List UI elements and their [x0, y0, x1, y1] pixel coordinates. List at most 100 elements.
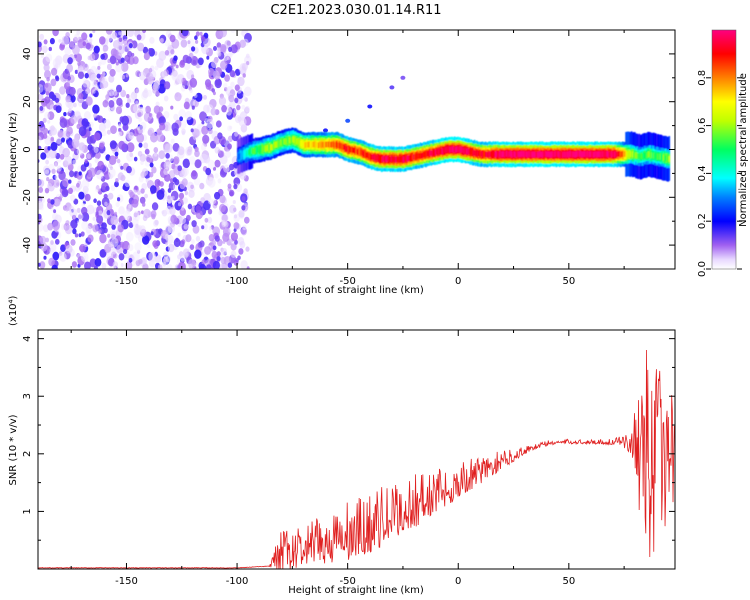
- ridge-cell: [275, 141, 278, 148]
- noise-speckle: [60, 244, 66, 252]
- noise-speckle: [83, 111, 91, 120]
- noise-speckle: [98, 142, 105, 150]
- ridge-cell: [271, 144, 274, 151]
- noise-speckle: [116, 84, 122, 93]
- noise-speckle: [128, 189, 133, 196]
- noise-speckle: [170, 49, 175, 55]
- noise-speckle: [94, 83, 99, 90]
- ridge-cell: [283, 138, 286, 145]
- noise-speckle: [140, 257, 148, 265]
- ridge-cell: [516, 151, 519, 157]
- ridge-cell: [480, 151, 483, 157]
- noise-speckle: [136, 34, 142, 41]
- noise-speckle: [87, 234, 94, 243]
- ridge-cell: [301, 140, 303, 147]
- noise-speckle: [116, 97, 123, 106]
- ridge-cell: [588, 151, 591, 157]
- noise-speckle: [115, 61, 119, 66]
- noise-speckle: [185, 234, 192, 243]
- noise-speckle: [239, 171, 247, 180]
- ridge-cell: [404, 155, 406, 162]
- noise-speckle: [66, 81, 71, 87]
- noise-speckle: [165, 263, 173, 269]
- colorbar-ticks: 0.0 0.2 0.4 0.6 0.8: [697, 70, 742, 277]
- noise-speckle: [175, 64, 179, 69]
- noise-speckle: [186, 148, 192, 156]
- noise-speckle: [242, 96, 247, 101]
- noise-speckle: [78, 142, 86, 151]
- noise-speckle: [138, 117, 143, 122]
- noise-speckle: [227, 262, 233, 269]
- ridge-cell: [611, 151, 614, 157]
- noise-speckle: [241, 62, 248, 71]
- noise-speckle: [76, 30, 81, 36]
- noise-speckle: [45, 53, 53, 63]
- ridge-cell: [487, 151, 489, 158]
- snr-x-label: Height of straight line (km): [288, 585, 424, 596]
- ridge-cell: [471, 149, 474, 156]
- ridge-cell: [327, 141, 330, 148]
- ridge-cell: [589, 151, 592, 158]
- noise-speckle: [158, 50, 167, 61]
- ridge-cell: [385, 156, 387, 163]
- noise-speckle: [151, 202, 159, 211]
- ridge-cell: [519, 151, 521, 158]
- ridge-cell: [621, 151, 624, 157]
- noise-speckle: [77, 71, 85, 79]
- noise-speckle: [79, 245, 84, 252]
- noise-speckle: [167, 223, 176, 234]
- ridge-cell: [543, 151, 546, 158]
- noise-speckle: [238, 65, 242, 71]
- noise-speckle: [229, 70, 236, 78]
- ridge-cell: [465, 148, 468, 155]
- ridge-cell: [392, 156, 395, 163]
- noise-speckle: [182, 158, 190, 169]
- ridge-cell: [635, 152, 637, 159]
- ridge-cell: [525, 151, 528, 158]
- noise-speckle: [188, 98, 196, 107]
- ridge-cell: [467, 148, 469, 155]
- noise-speckle: [45, 159, 49, 165]
- noise-speckle: [103, 193, 108, 199]
- ridge-cell: [606, 150, 609, 157]
- noise-speckle: [150, 210, 157, 218]
- noise-speckle: [84, 261, 91, 269]
- noise-speckle: [115, 235, 122, 243]
- ridge-cell: [583, 151, 585, 157]
- noise-speckle: [160, 71, 166, 79]
- ridge-cell: [569, 151, 572, 158]
- ridge-cell: [531, 151, 533, 158]
- noise-speckle: [164, 39, 171, 47]
- ridge-cell: [658, 153, 661, 160]
- ridge-cell: [594, 151, 596, 157]
- noise-speckle: [167, 188, 172, 193]
- ridge-cell: [311, 141, 313, 148]
- ridge-cell: [604, 151, 606, 157]
- ridge-cell: [412, 154, 415, 160]
- noise-speckle: [241, 104, 246, 110]
- noise-speckle: [135, 88, 140, 94]
- snr-y-label: SNR (10 * v/v): [8, 414, 19, 485]
- noise-speckle: [154, 179, 161, 187]
- noise-speckle: [216, 50, 221, 56]
- noise-speckle: [55, 75, 59, 80]
- noise-speckle: [214, 159, 221, 168]
- noise-speckle: [73, 102, 77, 108]
- noise-speckle: [55, 105, 62, 113]
- ridge-cell: [334, 142, 337, 148]
- noise-speckle: [211, 251, 218, 259]
- noise-speckle: [117, 224, 124, 233]
- noise-speckle: [137, 225, 143, 232]
- noise-speckle: [163, 168, 169, 176]
- noise-speckle: [163, 111, 170, 119]
- noise-speckle: [43, 133, 48, 139]
- snr-y-multiplier: (x10⁴): [8, 295, 19, 326]
- noise-speckle: [228, 46, 233, 53]
- ridge-cell: [598, 151, 601, 158]
- ridge-cell: [381, 156, 384, 163]
- ridge-cell: [360, 149, 363, 156]
- noise-speckle: [188, 189, 195, 198]
- noise-speckle: [244, 55, 252, 66]
- noise-speckle: [229, 125, 233, 130]
- ridge-cell: [291, 137, 293, 144]
